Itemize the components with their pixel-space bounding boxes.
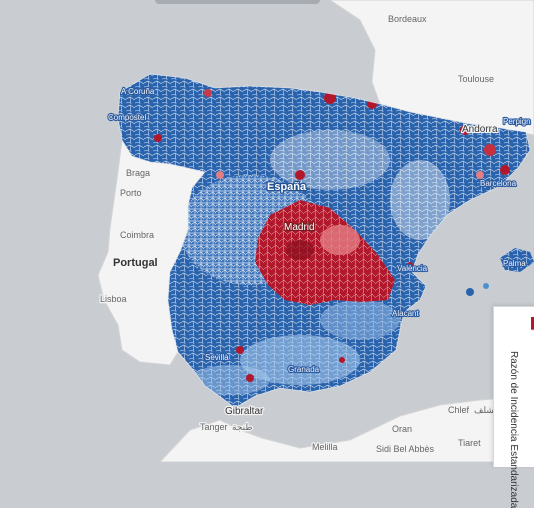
legend-title: Razón de Incidencia Estandarizada [508,351,519,508]
panel-drag-handle[interactable] [155,0,320,4]
balearic-islands [466,248,534,296]
label-a-coruna: A Coruña [121,87,155,96]
label-tanger: Tanger [200,422,228,432]
label-perpignan: Perpign [503,117,531,126]
label-andorra: Andorra [462,124,498,135]
label-granada: Granada [288,365,320,374]
label-bordeaux: Bordeaux [388,14,427,24]
label-toulouse: Toulouse [458,74,494,84]
label-oran: Oran [392,424,412,434]
label-barcelona: Barcelona [480,179,517,188]
label-portugal: Portugal [113,257,158,269]
label-compostela: Compostel [108,113,146,122]
high-incidence-cluster [255,200,395,305]
label-palma: Palma [503,259,526,268]
label-coimbra: Coimbra [120,230,154,240]
legend-color-bar [531,317,534,467]
label-melilla: Melilla [312,442,338,452]
label-sevilla: Sevilla [205,353,229,362]
label-porto: Porto [120,188,142,198]
choropleth-map[interactable]: Bordeaux Toulouse Andorra Perpign Barcel… [0,0,534,462]
label-lisboa: Lisboa [100,294,127,304]
label-chlef: Chlef [448,405,470,415]
label-alicante: Alacant [392,309,419,318]
label-tanger-ar: طنجة [232,422,253,432]
label-braga: Braga [126,168,150,178]
label-espana: España [267,181,307,193]
africa-land [159,395,534,462]
label-tiaret: Tiaret [458,438,481,448]
legend-panel[interactable]: Razón de Incidencia Estandarizada [493,306,534,508]
label-madrid: Madrid [284,222,315,233]
label-sidi-bel-abbes: Sidi Bel Abbès [376,444,435,454]
label-gibraltar: Gibraltar [225,406,264,417]
label-valencia: València [397,264,428,273]
